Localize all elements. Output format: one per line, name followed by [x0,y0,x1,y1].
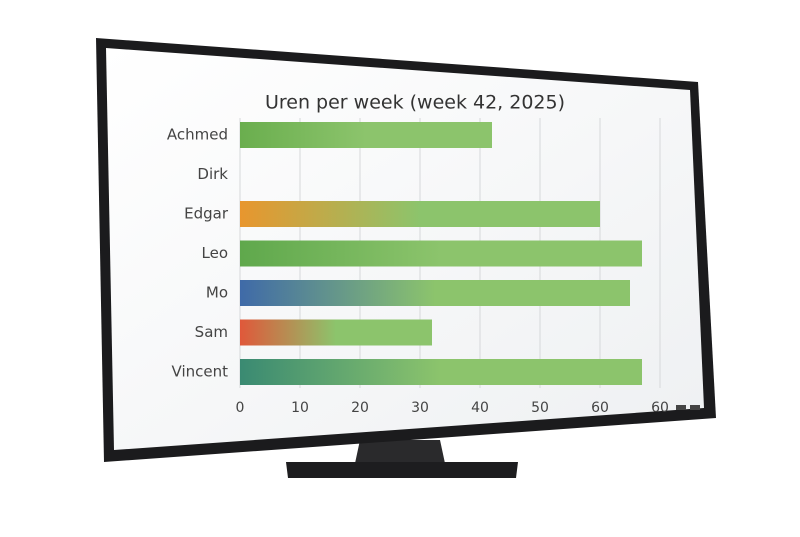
y-tick-label: Leo [202,244,229,262]
stand-neck [354,440,446,468]
button [676,405,686,410]
x-tick-label: 10 [291,400,309,416]
bar [240,359,642,385]
x-tick-label: 20 [351,400,369,416]
y-tick-label: Edgar [184,205,229,223]
bar [240,201,600,227]
x-tick-label: 40 [471,400,489,416]
bar [240,240,642,267]
x-tick-label: 30 [411,400,429,416]
x-tick-label: 60 [651,400,669,416]
bar [240,319,432,346]
bar [240,122,492,148]
x-tick-label: 0 [236,400,245,416]
y-tick-label: Dirk [197,165,228,183]
y-tick-label: Achmed [167,126,228,144]
y-tick-label: Vincent [172,363,229,381]
bar [240,280,630,306]
y-tick-label: Mo [206,284,228,302]
stand-base [286,462,518,478]
y-tick-label: Sam [195,323,228,341]
x-tick-label: 60 [591,400,609,416]
x-tick-label: 50 [531,400,549,416]
chart-title: Uren per week (week 42, 2025) [265,92,565,114]
button [690,405,700,410]
